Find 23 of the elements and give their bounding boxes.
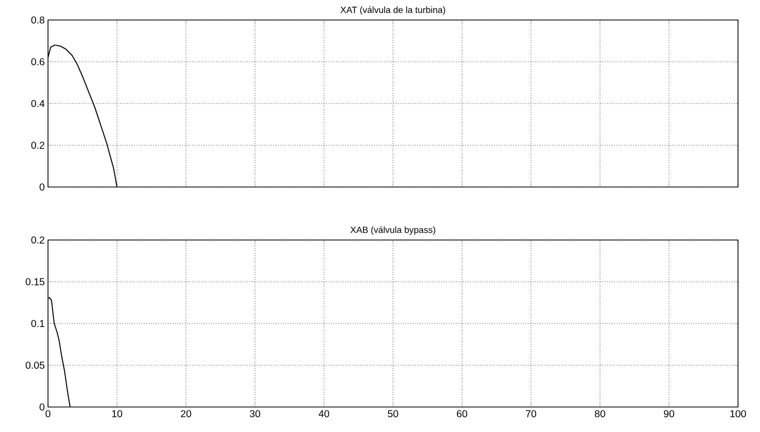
y-tick-label: 0.6: [31, 58, 44, 66]
y-tick-label: 0.2: [31, 142, 44, 149]
x-tick-label: 30: [250, 410, 260, 418]
x-tick-label: 60: [456, 410, 468, 418]
y-tick-label: 0.8: [31, 16, 44, 24]
y-tick-label: 0: [40, 183, 44, 191]
y-tick-label: 0.05: [26, 362, 44, 369]
y-tick-label: 0.1: [31, 320, 44, 328]
x-tick-label: 80: [594, 410, 606, 418]
y-tick-label: 0: [40, 403, 44, 411]
x-tick-label: 50: [388, 410, 398, 418]
x-tick-label: 90: [664, 410, 674, 418]
chart-title: XAT (válvula de la turbina): [340, 6, 446, 15]
y-tick-label: 0.15: [26, 278, 44, 286]
x-tick-label: 70: [526, 410, 536, 418]
x-tick-label: 20: [180, 410, 192, 418]
y-tick-label: 0.2: [31, 236, 44, 244]
x-tick-label: 100: [730, 410, 746, 418]
chart-title: XAB (válvula bypass): [350, 226, 436, 235]
x-tick-label: 10: [112, 410, 122, 418]
y-tick-label: 0.4: [31, 100, 45, 108]
x-tick-label: 40: [318, 410, 330, 418]
x-tick-label: 0: [46, 410, 50, 418]
